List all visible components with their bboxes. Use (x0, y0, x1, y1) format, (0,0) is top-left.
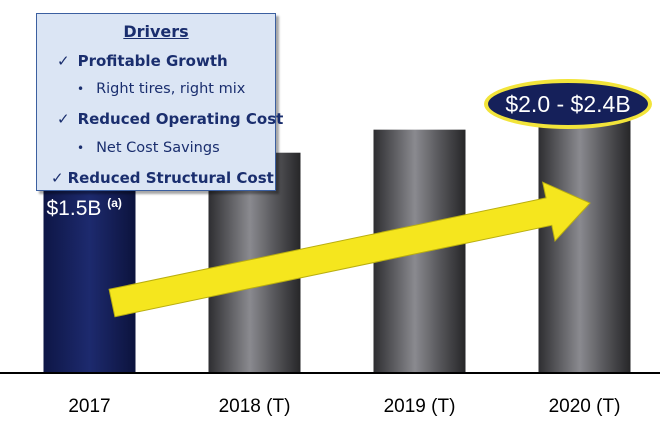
x-tick-label: 2017 (68, 396, 110, 417)
driver-label: Reduced Structural Cost (67, 169, 274, 187)
driver-label: Net Cost Savings (96, 140, 220, 156)
x-tick-label: 2018 (T) (219, 396, 291, 417)
drivers-box: Drivers ✓ Profitable Growth • Right tires,… (36, 13, 283, 191)
x-tick-label: 2020 (T) (549, 396, 621, 417)
driver-reduced-structural-cost: ✓ Reduced Structural Cost (51, 169, 274, 187)
data-label-footnote: (a) (107, 196, 122, 210)
bullet-icon: • (77, 141, 85, 155)
driver-net-cost-savings: • Net Cost Savings (77, 140, 220, 156)
driver-label: Right tires, right mix (96, 81, 246, 97)
target-range-callout: $2.0 - $2.4B (484, 79, 652, 129)
drivers-title: Drivers (123, 22, 189, 41)
check-icon: ✓ (51, 169, 64, 187)
x-tick-label: 2019 (T) (384, 396, 456, 417)
bar-2017 (43, 180, 136, 373)
driver-label: Profitable Growth (77, 52, 228, 70)
driver-reduced-operating-cost: ✓ Reduced Operating Cost (57, 110, 283, 128)
growth-arrow (108, 181, 591, 318)
check-icon: ✓ (57, 110, 70, 128)
driver-profitable-growth: ✓ Profitable Growth (57, 52, 228, 70)
driver-right-tires: • Right tires, right mix (77, 81, 245, 97)
bullet-icon: • (77, 82, 85, 96)
check-icon: ✓ (57, 52, 70, 70)
driver-label: Reduced Operating Cost (77, 110, 284, 128)
bar-2020-t (538, 91, 631, 373)
